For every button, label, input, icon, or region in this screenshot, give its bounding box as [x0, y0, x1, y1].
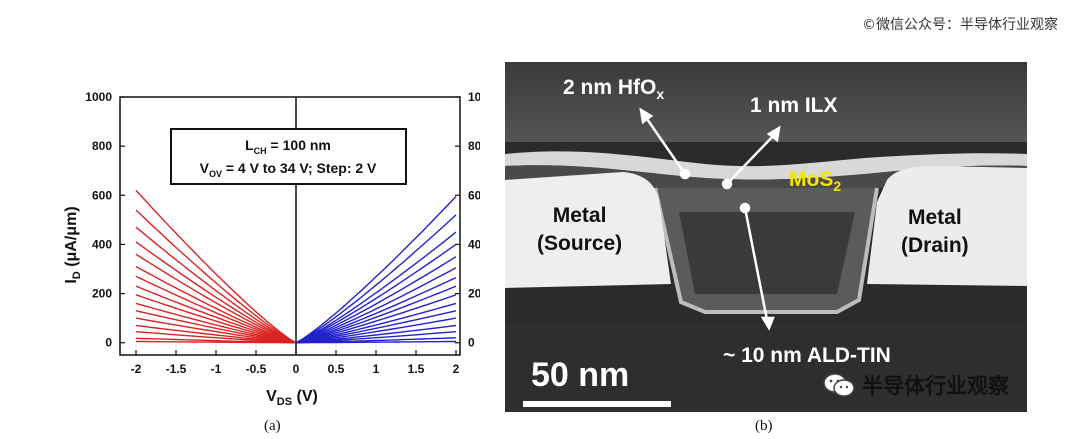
iv-curve-positive — [295, 302, 457, 344]
y-tick-label-right: 1000 — [468, 90, 480, 104]
iv-curves — [135, 189, 457, 344]
annotation-arrows — [639, 107, 781, 331]
iv-curve-negative — [135, 275, 297, 344]
iv-curve-positive — [295, 231, 457, 344]
y-tick-label-right: 800 — [468, 139, 480, 153]
iv-curve-positive — [295, 337, 457, 344]
iv-curve-negative — [135, 209, 297, 344]
iv-curve-negative — [135, 317, 297, 344]
x-tick-label: 0 — [293, 362, 300, 376]
iv-curve-negative — [135, 310, 297, 344]
x-axis-label: VDS (V) — [266, 388, 318, 408]
tem-image: 2 nm HfOx 1 nm ILX MoS2 Metal (Source) Me… — [505, 62, 1027, 412]
iv-curve-negative — [135, 253, 297, 344]
iv-curve-positive — [295, 256, 457, 344]
label-hfo: 2 nm HfOx — [563, 76, 665, 103]
watermark-bottom: 半导体行业观察 — [822, 370, 1009, 400]
iv-curve-negative — [135, 226, 297, 344]
annotation-line-2: VOV = 4 V to 34 V; Step: 2 V — [200, 160, 377, 179]
y-tick-label-left: 600 — [92, 188, 112, 202]
y-tick-label-left: 1000 — [85, 90, 112, 104]
iv-curve-negative — [135, 285, 297, 344]
iv-curve-positive — [295, 331, 457, 344]
caption-b: (b) — [755, 418, 773, 434]
tem-structure — [505, 62, 1027, 412]
iv-curve-positive — [295, 196, 457, 344]
label-mos2: MoS2 — [789, 168, 842, 195]
iv-curve-negative — [135, 294, 297, 344]
x-tick-label: 1 — [373, 362, 380, 376]
y-tick-label-right: 400 — [468, 237, 480, 251]
iv-curve-positive — [295, 317, 457, 344]
plot-area — [119, 96, 461, 356]
x-tick-label: -0.5 — [246, 362, 267, 376]
x-tick-label: -1 — [211, 362, 222, 376]
iv-curve-positive — [295, 310, 457, 344]
x-tick-label: 1.5 — [408, 362, 425, 376]
iv-curve-negative — [135, 331, 297, 344]
label-metal-drain: Metal (Drain) — [901, 206, 969, 257]
wechat-icon — [823, 373, 855, 397]
iv-curve-negative — [135, 265, 297, 344]
y-tick-label-left: 800 — [92, 139, 112, 153]
x-tick-label: 0.5 — [328, 362, 345, 376]
y-tick-label-left: 200 — [92, 287, 112, 301]
x-tick-label: 2 — [453, 362, 460, 376]
iv-curve-negative — [135, 241, 297, 344]
iv-curve-negative — [135, 189, 297, 344]
iv-curve-negative — [135, 337, 297, 344]
y-tick-label-left: 0 — [105, 336, 112, 350]
iv-curve-negative — [135, 302, 297, 344]
iv-curve-positive — [295, 324, 457, 344]
watermark-top: ©微信公众号：半导体行业观察 — [862, 17, 1058, 33]
iv-curve-positive — [295, 243, 457, 344]
annotation-line-1: LCH = 100 nm — [245, 137, 331, 156]
y-tick-label-right: 200 — [468, 287, 480, 301]
iv-chart: -2-1.5-1-0.500.511.520020020040040060060… — [63, 90, 480, 408]
scale-bar-label: 50 nm — [531, 356, 630, 394]
iv-curve-positive — [295, 285, 457, 344]
caption-a: (a) — [264, 418, 281, 434]
x-tick-label: -2 — [131, 362, 142, 376]
y-tick-label-right: 600 — [468, 188, 480, 202]
iv-curve-positive — [295, 214, 457, 344]
label-tin: ~ 10 nm ALD-TIN — [723, 344, 891, 367]
axis-ticks: -2-1.5-1-0.500.511.520020020040040060060… — [85, 90, 480, 376]
watermark-bottom-text: 半导体行业观察 — [862, 374, 1009, 398]
iv-curve-negative — [135, 324, 297, 344]
label-metal-source: Metal (Source) — [537, 204, 623, 255]
iv-curve-positive — [295, 276, 457, 344]
y-tick-label-left: 400 — [92, 237, 112, 251]
label-ilx: 1 nm ILX — [750, 94, 838, 117]
iv-curve-positive — [295, 267, 457, 344]
iv-curve-positive — [295, 294, 457, 344]
y-tick-label-right: 0 — [468, 336, 475, 350]
x-tick-label: -1.5 — [166, 362, 187, 376]
scale-bar — [523, 401, 671, 407]
annotation-box — [170, 128, 407, 185]
y-axis-label: ID (μA/μm) — [63, 206, 83, 283]
